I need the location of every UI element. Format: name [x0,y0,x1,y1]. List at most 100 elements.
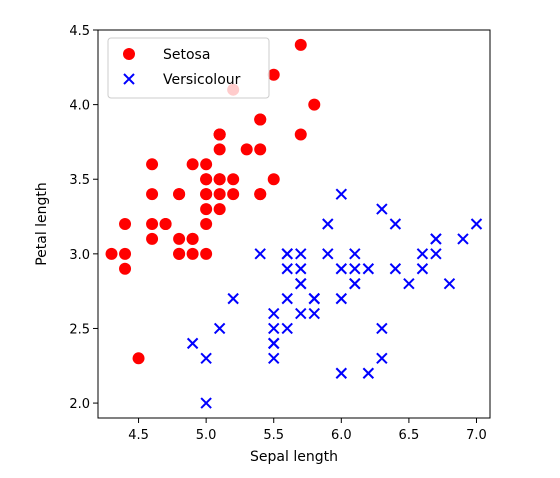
x-tick-label: 7.0 [466,428,487,443]
setosa-point [227,173,240,186]
setosa-point [119,218,132,230]
versicolour-point [376,203,388,215]
setosa-point [227,188,240,201]
setosa-point [146,218,159,230]
x-axis-ticks: 4.5 5.0 5.5 6.0 6.5 7.0 [128,418,487,443]
setosa-point [146,188,159,201]
versicolour-point [335,263,348,275]
setosa-point [186,232,199,245]
y-tick-label: 4.0 [69,99,90,114]
versicolour-point [281,292,293,305]
versicolour-point [362,367,375,379]
versicolour-point [362,263,375,275]
setosa-point [173,247,186,260]
setosa-point [159,218,172,230]
versicolour-point [268,322,280,335]
versicolour-point [376,322,388,335]
setosa-point [294,38,307,51]
y-axis-ticks: 2.0 2.5 3.0 3.5 4.0 4.5 [69,24,98,412]
y-tick-label: 4.5 [69,24,90,39]
versicolour-point [335,188,348,200]
versicolour-point [335,292,348,305]
setosa-point [200,218,213,230]
versicolour-point [268,307,280,320]
versicolour-point [268,352,280,365]
setosa-point [267,68,280,81]
versicolour-point [403,277,415,290]
versicolour-point [308,292,320,305]
versicolour-point [470,218,483,230]
versicolour-point [268,337,280,350]
setosa-point [294,128,307,141]
versicolour-point [295,307,307,320]
setosa-point [200,173,213,186]
setosa-point [146,232,159,245]
versicolour-point [213,322,226,335]
setosa-point [173,232,186,245]
versicolour-point [308,307,320,320]
versicolour-point [295,263,307,275]
versicolour-point [430,248,442,260]
setosa-point [105,247,118,260]
setosa-point [119,247,132,260]
versicolour-point [227,292,239,305]
setosa-point [186,158,199,171]
versicolour-point [389,218,402,230]
legend-label: Setosa [163,47,210,63]
setosa-point [173,188,186,201]
setosa-point [200,158,213,171]
y-tick-label: 3.0 [69,248,90,263]
versicolour-point [295,248,307,260]
x-tick-label: 6.5 [399,428,420,443]
setosa-point [213,143,226,156]
legend-entry: Setosa [123,47,210,63]
legend-box [107,37,270,99]
legend-label: Versicolour [163,72,241,88]
setosa-point [213,173,226,186]
versicolour-point [416,248,429,260]
setosa-point [200,247,213,260]
x-tick-label: 5.0 [196,428,217,443]
y-tick-label: 3.5 [69,173,90,188]
versicolour-point [416,263,429,275]
data-points [105,38,483,409]
versicolour-point [349,248,361,260]
versicolour-point [254,248,266,260]
versicolour-point [200,352,212,365]
versicolour-point [389,263,402,275]
setosa-point [308,98,321,111]
versicolour-point [322,248,334,260]
versicolour-point [443,277,456,290]
x-tick-label: 5.5 [263,428,284,443]
plot-frame [97,29,491,419]
setosa-point [254,113,267,126]
versicolour-point [335,367,348,379]
plot-area [97,29,491,419]
x-tick-label: 4.5 [128,428,149,443]
versicolour-point [281,322,293,335]
versicolour-point [200,397,212,409]
x-axis-label: Sepal length [250,449,338,465]
setosa-point [200,188,213,201]
versicolour-point [295,277,307,290]
versicolour-point [281,263,293,275]
versicolour-point [349,277,361,290]
setosa-point [267,173,280,186]
legend-entry: Versicolour [123,72,241,88]
x-tick-label: 6.0 [331,428,352,443]
legend: Setosa Versicolour [107,37,270,99]
setosa-point [213,203,226,216]
versicolour-point [430,233,442,245]
y-tick-label: 2.5 [69,322,90,337]
legend-marker [123,73,135,85]
legend-marker [123,48,135,60]
setosa-point [119,262,132,275]
y-axis-label: Petal length [34,182,50,266]
setosa-point [254,143,267,156]
setosa-point [254,188,267,201]
versicolour-point [376,352,388,365]
y-tick-label: 2.0 [69,397,90,412]
versicolour-point [322,218,334,230]
versicolour-point [349,263,361,275]
